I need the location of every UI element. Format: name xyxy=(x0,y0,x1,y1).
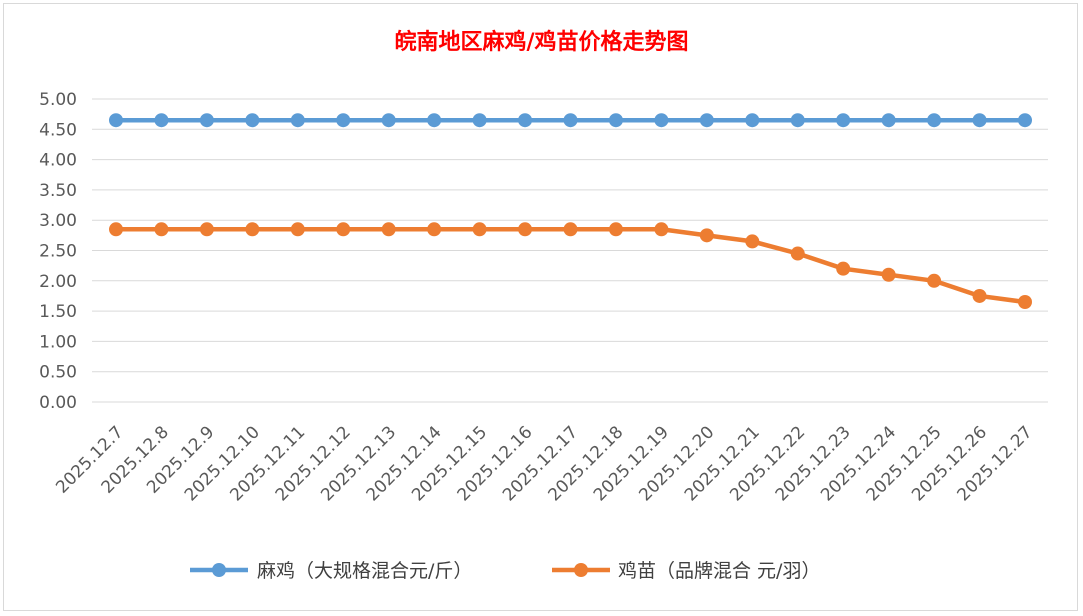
series-line xyxy=(113,227,1028,305)
data-point xyxy=(290,113,305,128)
data-point xyxy=(745,113,760,128)
data-point xyxy=(199,113,214,128)
legend-label: 鸡苗（品牌混合 元/羽） xyxy=(618,560,820,582)
data-point xyxy=(654,222,669,237)
chart-title: 皖南地区麻鸡/鸡苗价格走势图 xyxy=(394,29,689,55)
data-point xyxy=(336,222,351,237)
data-point xyxy=(109,222,123,237)
data-point xyxy=(245,222,260,237)
data-point xyxy=(927,113,942,128)
data-point xyxy=(154,113,169,128)
data-point xyxy=(427,222,442,237)
data-point xyxy=(1018,295,1032,310)
data-point xyxy=(836,261,851,276)
data-point xyxy=(881,267,896,282)
data-point xyxy=(972,113,987,128)
data-point xyxy=(518,222,533,237)
data-point xyxy=(654,113,669,128)
data-point xyxy=(790,246,805,261)
y-tick-label: 2.50 xyxy=(39,242,77,262)
y-tick-label: 3.00 xyxy=(39,211,77,231)
data-point xyxy=(109,113,123,128)
data-point xyxy=(699,228,714,243)
y-tick-label: 0.50 xyxy=(39,363,77,383)
data-point xyxy=(245,113,260,128)
y-tick-label: 1.00 xyxy=(39,332,77,352)
legend-swatch-marker xyxy=(212,563,226,577)
data-point xyxy=(972,288,987,303)
y-tick-label: 4.00 xyxy=(39,151,77,171)
data-point xyxy=(336,113,351,128)
legend-swatch-marker xyxy=(574,563,588,577)
data-point xyxy=(836,113,851,128)
legend-label: 麻鸡（大规格混合元/斤） xyxy=(257,560,472,582)
y-tick-label: 4.50 xyxy=(39,120,77,140)
data-point xyxy=(472,222,487,237)
data-point xyxy=(608,113,623,128)
data-point xyxy=(472,113,487,128)
data-point xyxy=(563,222,578,237)
data-point xyxy=(881,113,896,128)
y-tick-label: 0.00 xyxy=(39,393,77,413)
data-point xyxy=(699,113,714,128)
y-tick-label: 1.50 xyxy=(39,302,77,322)
data-point xyxy=(427,113,442,128)
data-point xyxy=(381,113,396,128)
data-point xyxy=(745,234,760,249)
data-point xyxy=(790,113,805,128)
data-point xyxy=(199,222,214,237)
data-point xyxy=(518,113,533,128)
data-point xyxy=(290,222,305,237)
y-tick-label: 5.00 xyxy=(39,90,77,110)
data-point xyxy=(154,222,169,237)
y-tick-label: 2.00 xyxy=(39,272,77,292)
data-point xyxy=(381,222,396,237)
y-tick-label: 3.50 xyxy=(39,181,77,201)
data-point xyxy=(1018,113,1032,128)
data-point xyxy=(608,222,623,237)
data-point xyxy=(927,273,942,288)
data-point xyxy=(563,113,578,128)
chart-frame xyxy=(3,3,1078,611)
